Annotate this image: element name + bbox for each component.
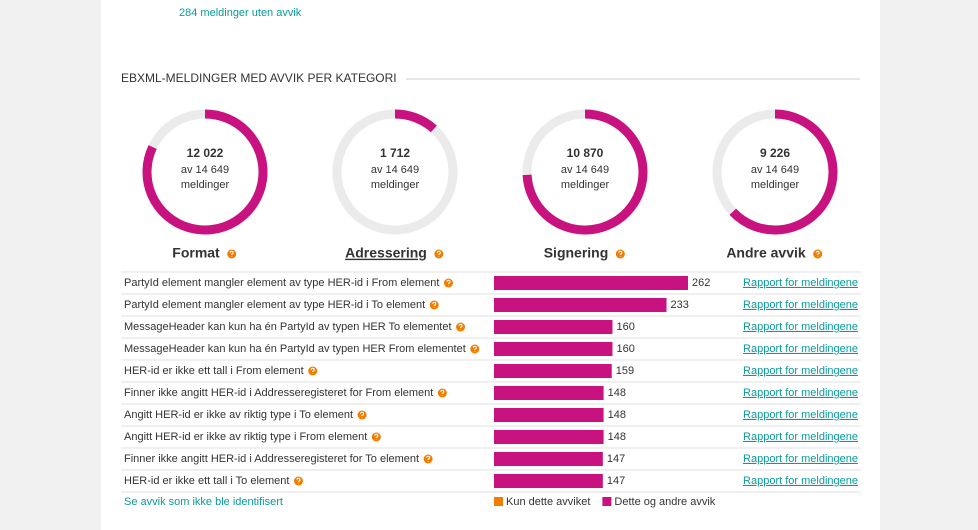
donut-unit: meldinger	[561, 179, 610, 191]
bar	[494, 320, 613, 334]
row-label: MessageHeader kan kun ha én PartyId av t…	[124, 343, 466, 355]
report-link[interactable]: Rapport for meldingene	[743, 321, 858, 333]
section-title: EBXML-MELDINGER MED AVVIK PER KATEGORI	[121, 71, 397, 85]
bar-value: 160	[616, 321, 634, 333]
row-label: PartyId element mangler element av type …	[124, 299, 425, 311]
help-glyph	[229, 250, 234, 257]
bar-value: 160	[616, 343, 634, 355]
bar	[494, 452, 603, 466]
bar-value: 147	[607, 453, 625, 465]
donut-value: 1 712	[380, 146, 410, 160]
help-glyph	[296, 477, 301, 484]
help-glyph	[815, 250, 820, 257]
bar-value: 233	[671, 299, 689, 311]
report-link[interactable]: Rapport for meldingene	[743, 343, 858, 355]
row-label: MessageHeader kan kun ha én PartyId av t…	[124, 321, 452, 333]
help-glyph	[374, 433, 379, 440]
donut-arc	[522, 109, 648, 235]
donut-value: 10 870	[567, 146, 604, 160]
category-label: Signering	[544, 245, 609, 261]
donut-unit: meldinger	[181, 179, 230, 191]
bar-value: 148	[608, 387, 626, 399]
row-label: Finner ikke angitt HER-id i Addresseregi…	[124, 387, 433, 399]
category-link[interactable]: Adressering	[345, 245, 427, 261]
donut-arc	[729, 109, 838, 235]
report-link[interactable]: Rapport for meldingene	[743, 453, 858, 465]
report-link[interactable]: Rapport for meldingene	[743, 409, 858, 421]
donut-unit: meldinger	[751, 179, 800, 191]
help-glyph	[360, 411, 365, 418]
bar	[494, 276, 688, 290]
total-value: 14 649	[196, 164, 230, 176]
row-label: HER-id er ikke ett tall i From element	[124, 365, 304, 377]
report-link[interactable]: Rapport for meldingene	[743, 299, 858, 311]
donut-arc	[142, 109, 268, 235]
panel	[101, 0, 880, 530]
of-word: av	[561, 164, 573, 176]
donut-total: av 14 649	[561, 164, 609, 176]
unidentified-link[interactable]: Se avvik som ikke ble identifisert	[124, 496, 283, 508]
bar-value: 148	[608, 431, 626, 443]
report-link[interactable]: Rapport for meldingene	[743, 277, 858, 289]
donut-value: 12 022	[187, 146, 224, 160]
bar	[494, 342, 613, 356]
help-glyph	[618, 250, 623, 257]
report-link[interactable]: Rapport for meldingene	[743, 365, 858, 377]
legend-label: Dette og andre avvik	[614, 496, 715, 508]
bar	[494, 474, 603, 488]
row-label: Finner ikke angitt HER-id i Addresseregi…	[124, 453, 419, 465]
legend-swatch	[494, 497, 503, 506]
help-glyph	[432, 301, 437, 308]
donut-arc	[394, 109, 437, 133]
report-link[interactable]: Rapport for meldingene	[743, 475, 858, 487]
bar	[494, 408, 604, 422]
total-value: 14 649	[386, 164, 420, 176]
bar-value: 262	[692, 277, 710, 289]
of-word: av	[751, 164, 763, 176]
of-word: av	[181, 164, 193, 176]
row-label: Angitt HER-id er ikke av riktig type i F…	[124, 431, 367, 443]
legend-label: Kun dette avviket	[506, 496, 590, 508]
total-value: 14 649	[766, 164, 800, 176]
donut-total: av 14 649	[181, 164, 229, 176]
bar	[494, 430, 604, 444]
summary-link[interactable]: 284 meldinger uten avvik	[179, 7, 302, 19]
donut-total: av 14 649	[371, 164, 419, 176]
report-link[interactable]: Rapport for meldingene	[743, 431, 858, 443]
donut-total: av 14 649	[751, 164, 799, 176]
report-link[interactable]: Rapport for meldingene	[743, 387, 858, 399]
donut-value: 9 226	[760, 146, 790, 160]
help-glyph	[436, 250, 441, 257]
legend-swatch	[602, 497, 612, 506]
bar	[494, 386, 604, 400]
help-glyph	[472, 345, 477, 352]
row-label: Angitt HER-id er ikke av riktig type i T…	[124, 409, 353, 421]
bar	[494, 364, 612, 378]
category-label: Format	[172, 245, 220, 261]
row-label: HER-id er ikke ett tall i To element	[124, 475, 289, 487]
help-glyph	[426, 455, 431, 462]
row-label: PartyId element mangler element av type …	[124, 277, 439, 289]
total-value: 14 649	[576, 164, 610, 176]
bar-value: 159	[616, 365, 634, 377]
of-word: av	[371, 164, 383, 176]
bar	[494, 298, 667, 312]
help-glyph	[446, 279, 451, 286]
bar-value: 147	[607, 475, 625, 487]
help-glyph	[458, 323, 463, 330]
category-label: Andre avvik	[726, 245, 806, 261]
donut-unit: meldinger	[371, 179, 420, 191]
help-glyph	[440, 389, 445, 396]
help-glyph	[310, 367, 315, 374]
bar-value: 148	[608, 409, 626, 421]
